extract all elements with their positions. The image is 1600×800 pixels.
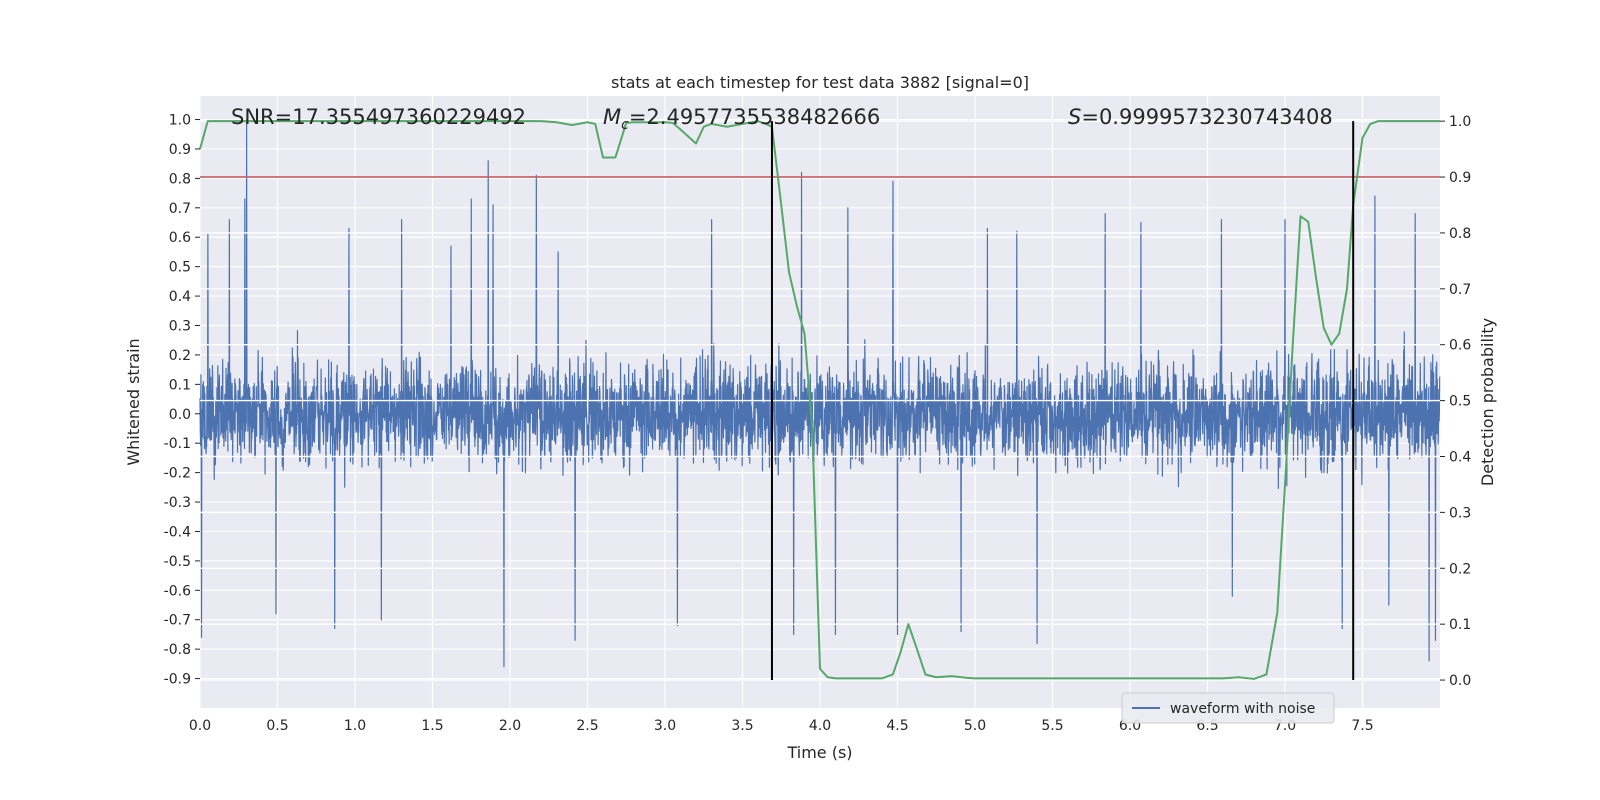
x-tick-label: 3.0 xyxy=(654,718,676,734)
x-tick-label: 0.5 xyxy=(266,718,288,734)
chart-title: stats at each timestep for test data 388… xyxy=(611,73,1029,92)
x-tick-label: 7.5 xyxy=(1351,718,1373,734)
y-right-tick-label: 0.8 xyxy=(1449,226,1471,242)
y-right-tick-label: 0.4 xyxy=(1449,449,1471,465)
y-right-tick-label: 0.6 xyxy=(1449,338,1471,354)
y-right-tick-label: 0.2 xyxy=(1449,561,1471,577)
y-left-tick-label: 0.3 xyxy=(169,319,191,335)
score-symbol: S xyxy=(1068,105,1081,129)
y-right-tick-label: 0.5 xyxy=(1449,394,1471,410)
legend: waveform with noise xyxy=(1121,692,1335,724)
x-tick-label: 4.5 xyxy=(886,718,908,734)
y-right-tick-label: 1.0 xyxy=(1449,114,1471,130)
y-left-tick-label: -0.9 xyxy=(164,672,191,688)
y-left-tick-label: 0.6 xyxy=(169,230,191,246)
x-tick-label: 3.5 xyxy=(731,718,753,734)
y-left-tick-label: 0.7 xyxy=(169,201,191,217)
x-tick-label: 5.5 xyxy=(1041,718,1063,734)
y-left-tick-label: 0.4 xyxy=(169,289,191,305)
y-left-tick-label: 0.0 xyxy=(169,407,191,423)
y-left-tick-label: -0.6 xyxy=(164,583,191,599)
waveform-layer xyxy=(199,118,1441,668)
x-axis-label: Time (s) xyxy=(786,743,852,762)
y-left-tick-label: 0.5 xyxy=(169,260,191,276)
waveform-series-line xyxy=(199,118,1441,668)
y-left-tick-label: 1.0 xyxy=(169,113,191,129)
score-annotation: S=0.9999573230743408 xyxy=(1068,105,1333,129)
y-right-tick-label: 0.3 xyxy=(1449,505,1471,521)
chirp-mass-annotation: Mc=2.4957735538482666 xyxy=(603,105,880,133)
legend-label-waveform: waveform with noise xyxy=(1170,701,1315,717)
legend-box xyxy=(1121,692,1335,724)
chirp-mass-value: =2.4957735538482666 xyxy=(629,105,880,129)
chirp-mass-symbol: M xyxy=(603,105,621,129)
x-tick-label: 0.0 xyxy=(189,718,211,734)
prob-layer xyxy=(199,120,1440,681)
score-value: =0.9999573230743408 xyxy=(1081,105,1332,129)
y-right-tick-label: 0.7 xyxy=(1449,282,1471,298)
tick-layer: 0.0 0.5 1.0 1.5 2.0 2.5 3.0 3.5 4.0 4.5 5.0 5.5 6.0 6… xyxy=(164,113,1472,734)
y-left-tick-label: 0.9 xyxy=(169,142,191,158)
x-tick-label: 2.0 xyxy=(499,718,521,734)
y-left-tick-label: -0.2 xyxy=(164,466,191,482)
y-left-tick-label: -0.4 xyxy=(164,524,191,540)
y-axis-label-right: Detection probability xyxy=(1478,318,1497,486)
y-right-tick-label: 0.1 xyxy=(1449,617,1471,633)
snr-annotation: SNR=17.355497360229492 xyxy=(231,105,526,129)
x-tick-label: 4.0 xyxy=(809,718,831,734)
y-left-tick-label: -0.3 xyxy=(164,495,191,511)
chirp-mass-subscript: c xyxy=(621,117,629,133)
y-left-tick-label: 0.1 xyxy=(169,377,191,393)
x-tick-label: 1.0 xyxy=(344,718,366,734)
y-axis-label-left: Whitened strain xyxy=(124,338,143,465)
x-tick-label: 5.0 xyxy=(964,718,986,734)
y-right-tick-label: 0.0 xyxy=(1449,673,1471,689)
y-left-tick-label: -0.8 xyxy=(164,642,191,658)
probability-series-line xyxy=(199,120,1440,680)
x-tick-label: 1.5 xyxy=(421,718,443,734)
y-left-tick-label: -0.1 xyxy=(164,436,191,452)
x-tick-label: 2.5 xyxy=(576,718,598,734)
y-left-tick-label: -0.7 xyxy=(164,613,191,629)
y-left-tick-label: 0.8 xyxy=(169,171,191,187)
y-left-tick-label: -0.5 xyxy=(164,554,191,570)
y-left-tick-label: 0.2 xyxy=(169,348,191,364)
y-right-tick-label: 0.9 xyxy=(1449,170,1471,186)
